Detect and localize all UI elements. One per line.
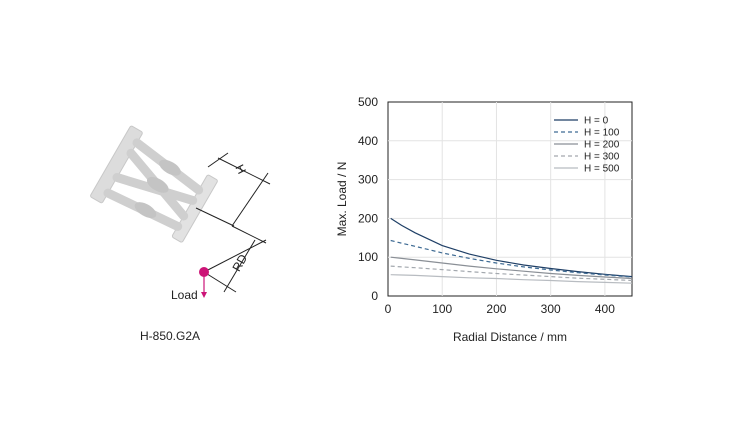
grid-lines — [388, 102, 632, 296]
x-tick-label: 400 — [595, 302, 615, 316]
load-label: Load — [171, 288, 198, 302]
legend-label: H = 500 — [584, 164, 620, 175]
y-tick-label: 200 — [358, 211, 378, 225]
axis-ticks: 0 100 200 300 400 0 100 200 300 400 500 — [358, 95, 615, 316]
legend-label: H = 0 — [584, 116, 609, 127]
plot-background — [387, 101, 633, 297]
dim-height-label: H — [232, 162, 248, 176]
hexapod-illustration — [90, 125, 218, 243]
x-tick-label: 100 — [432, 302, 452, 316]
load-marker — [199, 267, 209, 277]
legend-label: H = 100 — [584, 128, 620, 139]
y-tick-label: 0 — [371, 289, 378, 303]
series-line — [390, 239, 633, 278]
hexapod-joints — [134, 159, 181, 219]
data-series — [390, 217, 633, 284]
y-tick-label: 100 — [358, 250, 378, 264]
dimension-lines — [195, 152, 271, 293]
series-line — [390, 274, 633, 284]
series-line — [390, 265, 633, 282]
model-label: H-850.G2A — [140, 329, 201, 343]
hexapod-top-plate — [171, 174, 218, 243]
y-axis-title: Max. Load / N — [335, 162, 349, 237]
series-line — [390, 256, 633, 280]
hexapod-diagram: H RD Load — [90, 125, 271, 302]
x-axis-title: Radial Distance / mm — [453, 330, 567, 344]
y-tick-label: 400 — [358, 134, 378, 148]
y-tick-label: 300 — [358, 173, 378, 187]
x-tick-label: 300 — [541, 302, 561, 316]
load-chart: 0 100 200 300 400 0 100 200 300 400 500 H = 0H = 1… — [335, 95, 633, 344]
legend-label: H = 300 — [584, 152, 620, 163]
x-tick-label: 0 — [385, 302, 392, 316]
legend-label: H = 200 — [584, 140, 620, 151]
y-tick-label: 500 — [358, 95, 378, 109]
load-arrow-head — [201, 292, 207, 298]
dim-radial-label: RD — [229, 252, 250, 274]
x-tick-label: 200 — [486, 302, 506, 316]
series-line — [390, 217, 633, 278]
hexapod-base-plate — [90, 125, 143, 204]
